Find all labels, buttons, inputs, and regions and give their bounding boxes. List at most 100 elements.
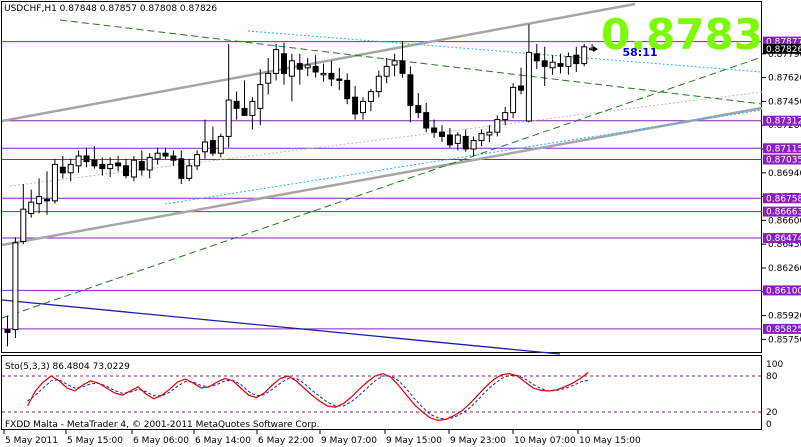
candle [296, 53, 303, 85]
candle [518, 67, 524, 95]
candle [454, 132, 461, 151]
bull-candle-body [549, 61, 556, 69]
bear-candle-body [352, 96, 359, 115]
candle [170, 150, 177, 166]
level-label-box [763, 36, 801, 47]
bear-candle-body [518, 85, 524, 91]
candle [486, 125, 493, 142]
bull-candle-body [304, 64, 311, 69]
bull-candle-body [470, 140, 477, 150]
cyan-dotted-upper-line[interactable] [247, 30, 763, 73]
bar-countdown: 58:11 [622, 46, 657, 59]
bull-candle-body [249, 100, 256, 116]
bull-candle-body [391, 60, 398, 66]
bear-candle-body [162, 152, 169, 157]
bear-candle-body [446, 134, 453, 146]
candle [312, 55, 319, 78]
bull-candle-body [502, 112, 509, 121]
channel-lower-line[interactable] [1, 106, 763, 247]
bear-candle-body [344, 79, 351, 100]
bear-candle-body [241, 107, 248, 116]
level-label-box [763, 206, 801, 217]
cyan-dotted-lower-line[interactable] [164, 109, 763, 205]
bull-candle-body [265, 72, 272, 84]
candle [383, 58, 390, 84]
candle [265, 58, 272, 95]
current-price-marker [593, 46, 598, 52]
bear-candle-body [399, 60, 406, 74]
candle [581, 44, 588, 67]
candle [75, 150, 82, 173]
candle [462, 129, 469, 152]
candle [391, 53, 398, 77]
candle [115, 156, 122, 172]
candle [415, 93, 422, 119]
time-tick-label: 5 May 2011 [5, 436, 58, 446]
candle [162, 147, 169, 159]
bull-candle-body [107, 163, 114, 170]
bear-candle-body [115, 162, 122, 167]
candle [525, 24, 532, 123]
level-label: 0.86663 [766, 208, 801, 218]
bull-candle-body [494, 119, 501, 133]
candle [209, 126, 216, 156]
stochastic-level-label: 100 [766, 360, 783, 370]
bull-candle-body [383, 65, 390, 77]
time-tick-label: 6 May 06:00 [133, 436, 189, 446]
channel-upper-line[interactable] [1, 2, 636, 123]
bear-candle-body [233, 100, 240, 109]
bear-candle-body [423, 112, 430, 129]
candle [257, 69, 264, 126]
candle [565, 52, 572, 75]
bull-candle-body [75, 155, 82, 167]
blue-falling-line[interactable] [1, 299, 561, 355]
level-price-labels: 0.87877 0.87312 0.87115 0.87035 0.86758 0.866… [763, 36, 801, 335]
candle [107, 157, 114, 177]
level-label-box [763, 115, 801, 126]
candle [154, 147, 161, 165]
bull-candle-body [67, 163, 74, 174]
candle [217, 133, 224, 158]
time-tick-label: 9 May 15:00 [386, 436, 442, 446]
candle [99, 157, 106, 176]
candle [407, 66, 414, 123]
candle [36, 178, 43, 214]
bull-candle-body [273, 49, 280, 74]
candle [178, 150, 185, 184]
bear-candle-body [281, 53, 287, 74]
candle [470, 136, 477, 156]
candle [549, 55, 556, 75]
bull-candle-body [217, 135, 224, 154]
bear-candle-body [407, 74, 414, 107]
trendlines [1, 2, 763, 355]
bear-candle-body [557, 63, 564, 67]
bull-candle-body [12, 242, 19, 331]
candle [130, 156, 137, 182]
bull-candle-body [478, 133, 485, 142]
time-tick-label: 10 May 15:00 [579, 436, 641, 446]
current-price-box [763, 43, 801, 54]
stochastic-label: Sto(5,3,3) 86.4804 73.0229 [5, 362, 130, 372]
bear-candle-body [170, 155, 177, 161]
time-tick-label: 9 May 07:00 [321, 436, 377, 446]
candle [281, 42, 287, 85]
bear-candle-body [415, 105, 422, 114]
bull-candle-body [186, 165, 193, 179]
bear-candle-body [91, 159, 98, 167]
bull-candle-body [525, 51, 532, 122]
bull-candle-body [288, 60, 295, 77]
candle [423, 102, 430, 133]
green-dashed-up-line[interactable] [1, 56, 763, 319]
green-dashed-down-line[interactable] [59, 19, 763, 105]
symbol-header: USDCHF,H1 0.87848 0.87857 0.87808 0.8782… [4, 4, 217, 14]
bear-candle-body [533, 53, 540, 62]
level-label-box [763, 233, 801, 244]
